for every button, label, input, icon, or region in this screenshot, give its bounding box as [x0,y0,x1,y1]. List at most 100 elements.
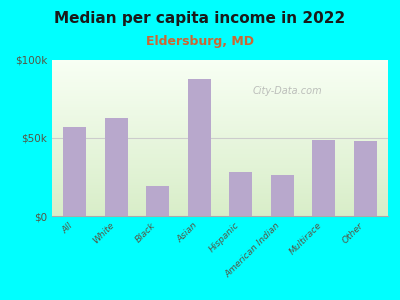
Bar [52,90,388,91]
Bar [52,158,388,160]
Text: Eldersburg, MD: Eldersburg, MD [146,34,254,47]
Bar [52,202,388,203]
Bar [52,178,388,180]
Bar [52,199,388,200]
Bar [52,105,388,107]
Bar [52,82,388,83]
Bar [52,136,388,138]
Bar [52,63,388,65]
Bar [52,71,388,73]
Bar [271,176,294,216]
Bar [52,191,388,193]
Bar [52,194,388,196]
Bar [52,161,388,163]
Bar [52,151,388,152]
Bar [52,85,388,86]
Bar [52,180,388,182]
Bar [52,104,388,105]
Bar [52,135,388,136]
Bar [52,125,388,127]
Bar [52,99,388,100]
Bar [229,172,252,216]
Bar [52,154,388,155]
Bar [52,112,388,113]
Bar [52,143,388,144]
Bar [52,197,388,199]
Bar [64,127,86,216]
Bar [52,205,388,207]
Bar [52,130,388,132]
Bar [52,157,388,158]
Bar [52,147,388,149]
Bar [52,141,388,143]
Bar [105,118,128,216]
Bar [52,100,388,102]
Text: Median per capita income in 2022: Median per capita income in 2022 [54,11,346,26]
Bar [52,188,388,190]
Bar [52,152,388,154]
Bar [52,172,388,174]
Bar [52,74,388,76]
Bar [52,155,388,157]
Bar [52,146,388,147]
Bar [52,116,388,118]
Bar [52,96,388,98]
Bar [52,213,388,214]
Bar [52,200,388,202]
Bar [52,169,388,171]
Bar [52,113,388,115]
Bar [52,140,388,141]
Bar [52,91,388,93]
Bar [52,183,388,185]
Bar [52,129,388,130]
Bar [52,186,388,188]
Bar [52,214,388,216]
Bar [146,186,169,216]
Bar [52,88,388,90]
Bar [354,141,376,216]
Bar [52,118,388,119]
Bar [188,79,211,216]
Bar [52,203,388,205]
Bar [52,176,388,177]
Bar [52,68,388,69]
Bar [52,208,388,210]
Bar [52,193,388,194]
Bar [52,144,388,146]
Bar [52,196,388,197]
Bar [52,69,388,71]
Bar [52,83,388,85]
Bar [52,149,388,151]
Bar [52,60,388,61]
Bar [52,185,388,186]
Bar [52,119,388,121]
Bar [52,174,388,176]
Bar [52,61,388,63]
Bar [52,108,388,110]
Bar [52,210,388,211]
Text: City-Data.com: City-Data.com [252,86,322,96]
Bar [52,121,388,122]
Bar [52,73,388,74]
Bar [52,168,388,169]
Bar [52,107,388,108]
Bar [52,77,388,79]
Bar [52,164,388,166]
Bar [52,93,388,94]
Bar [52,79,388,80]
Bar [52,177,388,178]
Bar [52,211,388,213]
Bar [52,80,388,82]
Bar [52,66,388,68]
Bar [52,190,388,191]
Bar [52,94,388,96]
Bar [52,182,388,183]
Bar [52,160,388,161]
Bar [52,86,388,88]
Bar [52,127,388,129]
Bar [52,110,388,112]
Bar [52,133,388,135]
Bar [52,207,388,208]
Bar [52,122,388,124]
Bar [52,102,388,104]
